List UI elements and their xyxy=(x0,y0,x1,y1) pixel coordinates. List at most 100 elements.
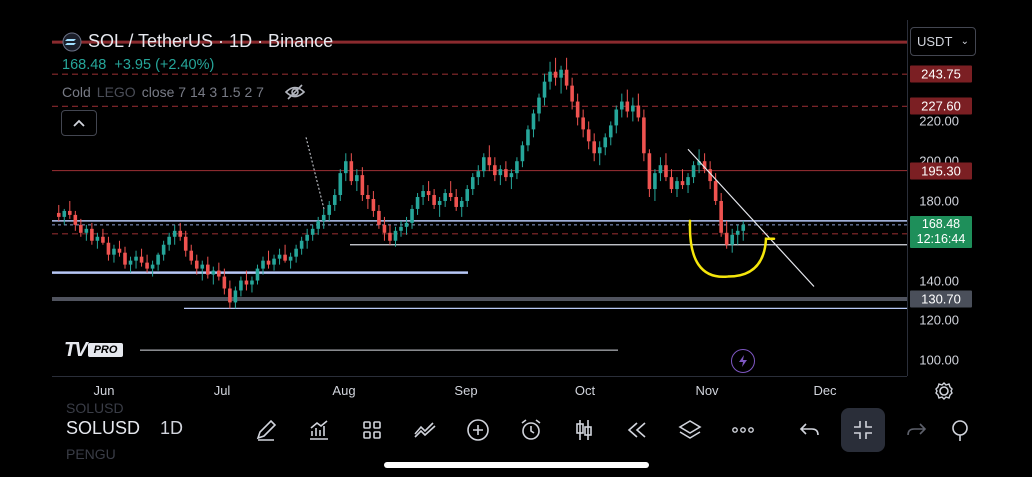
time-axis[interactable]: Jun Jul Aug Sep Oct Nov Dec xyxy=(52,376,907,404)
eye-hidden-icon[interactable] xyxy=(284,83,306,101)
candle-body xyxy=(355,175,359,182)
search-button[interactable] xyxy=(947,408,980,452)
price-axis[interactable]: 220.00200.00180.00140.00120.00100.00259.… xyxy=(907,20,980,376)
candle-body xyxy=(222,276,227,289)
candle-body xyxy=(305,234,309,241)
collapse-legend-button[interactable] xyxy=(61,110,97,136)
candle-body xyxy=(553,71,558,78)
candle-body xyxy=(620,101,624,110)
bottom-toolbar: SOLUSD SOLUSD PENGU 1D xyxy=(52,400,980,462)
candle-body xyxy=(90,228,94,241)
object-tree-button[interactable] xyxy=(668,408,712,452)
candle-body xyxy=(145,262,149,269)
candle-body xyxy=(167,236,171,245)
candle-body xyxy=(101,236,105,243)
redo-button[interactable] xyxy=(894,408,938,452)
layouts-button[interactable] xyxy=(350,408,394,452)
candle-body xyxy=(625,101,630,112)
tradingview-mark-icon: TV xyxy=(64,338,88,361)
rewind-icon xyxy=(627,422,646,438)
candle-body xyxy=(156,254,160,265)
candle-body xyxy=(244,280,249,285)
price-level-tag: 227.60 xyxy=(910,97,972,115)
indicator-params: close 7 14 3 1.5 2 7 xyxy=(141,84,264,100)
candle-body xyxy=(68,210,72,215)
alert-button[interactable] xyxy=(509,408,553,452)
candle-body xyxy=(332,195,337,205)
candle-body xyxy=(691,165,696,178)
candle-body xyxy=(134,256,138,261)
drawing-tools-button[interactable] xyxy=(244,408,288,452)
candle-body xyxy=(404,222,409,227)
candle-body xyxy=(537,97,541,114)
time-tick-label: Sep xyxy=(454,383,478,398)
candle-body xyxy=(310,228,315,235)
price-chart[interactable] xyxy=(52,20,907,376)
tradingview-logo: TV PRO xyxy=(64,338,124,361)
dotted-trendline xyxy=(305,137,325,210)
symbol-legend[interactable]: SOL / TetherUS · 1D · Binance xyxy=(62,31,333,52)
candle-body xyxy=(515,161,519,174)
settings-gear-icon[interactable] xyxy=(933,380,955,402)
candle-body xyxy=(161,244,166,255)
current-price: 168.48 xyxy=(921,216,961,231)
price-tick-label: 220.00 xyxy=(919,113,959,129)
chevron-up-icon xyxy=(73,119,85,127)
indicators-icon xyxy=(310,420,328,440)
add-button[interactable] xyxy=(456,408,500,452)
candle-body xyxy=(724,232,729,245)
chart-type-button[interactable] xyxy=(562,408,606,452)
candle-body xyxy=(675,181,679,190)
candle-body xyxy=(106,242,111,255)
candle-body xyxy=(526,129,530,146)
bolt-button[interactable] xyxy=(731,349,755,373)
indicator-legend[interactable]: Cold LEGO close 7 14 3 1.5 2 7 xyxy=(62,83,306,101)
candle-body xyxy=(316,220,320,229)
candle-body xyxy=(349,161,354,182)
candle-body xyxy=(56,212,61,217)
candle-body xyxy=(277,254,282,259)
candle-body xyxy=(564,69,569,86)
candle-body xyxy=(206,264,210,275)
candle-body xyxy=(189,250,194,261)
fullscreen-exit-button[interactable] xyxy=(841,408,885,452)
price-level-tag: 130.70 xyxy=(910,290,972,308)
candle-body xyxy=(432,195,436,205)
candle-body xyxy=(730,234,734,245)
more-button[interactable] xyxy=(721,408,765,452)
candle-body xyxy=(283,254,287,261)
candle-body xyxy=(454,197,458,207)
indicator-name: Cold xyxy=(62,84,91,100)
symbol-button[interactable]: SOLUSD xyxy=(66,418,141,438)
currency-select[interactable]: USDT ⌄ xyxy=(910,27,976,56)
chart-pane[interactable] xyxy=(52,20,907,376)
candle-body xyxy=(686,177,690,186)
candle-body xyxy=(150,264,155,269)
replay-button[interactable] xyxy=(615,408,659,452)
tradingview-pro-badge: PRO xyxy=(87,343,124,357)
compare-button[interactable] xyxy=(403,408,447,452)
trendline xyxy=(687,148,815,287)
candle-body xyxy=(84,228,89,233)
candle-body xyxy=(443,193,447,201)
candle-body xyxy=(597,147,602,154)
candle-body xyxy=(542,81,547,98)
undo-icon xyxy=(799,423,819,436)
interval-button[interactable]: 1D xyxy=(160,418,184,438)
time-tick-label: Aug xyxy=(332,383,356,398)
indicators-button[interactable] xyxy=(297,408,341,452)
candle-body xyxy=(631,105,635,112)
candle-body xyxy=(570,85,574,102)
candle-body xyxy=(669,177,674,190)
candle-body xyxy=(272,258,276,265)
candle-body xyxy=(250,280,254,285)
price-change: +3.95 (+2.40%) xyxy=(114,57,215,73)
undo-button[interactable] xyxy=(788,408,832,452)
candle-body xyxy=(636,105,641,118)
candle-body xyxy=(117,248,122,253)
candle-body xyxy=(697,161,701,166)
bar-countdown: 12:16:44 xyxy=(916,231,966,246)
candle-body xyxy=(178,230,182,237)
candle-body xyxy=(321,214,326,221)
